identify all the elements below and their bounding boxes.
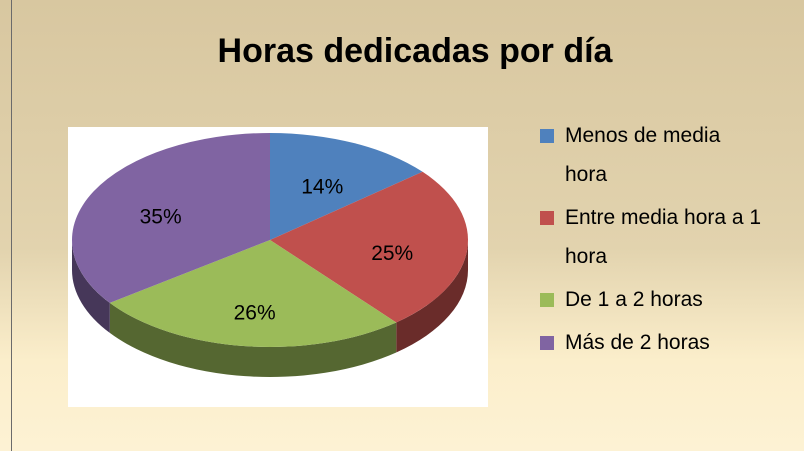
chart-title: Horas dedicadas por día <box>217 32 613 70</box>
data-label: 14% <box>301 176 343 199</box>
slice <box>71 133 270 303</box>
legend-label: Entre media hora a 1 hora <box>565 206 762 268</box>
legend-swatch <box>540 211 554 225</box>
legend-item: De 1 a 2 horas <box>540 280 765 319</box>
legend-label: De 1 a 2 horas <box>565 288 703 311</box>
slice-side <box>109 302 397 378</box>
data-label: 35% <box>140 205 182 228</box>
legend: Menos de media hora Entre media hora a 1 … <box>540 116 765 366</box>
slice <box>270 171 468 323</box>
legend-swatch <box>540 293 554 307</box>
frame-edge <box>11 0 12 451</box>
slice <box>270 133 423 240</box>
data-label: 26% <box>234 301 276 324</box>
legend-item: Más de 2 horas <box>540 323 765 362</box>
legend-item: Entre media hora a 1 hora <box>540 198 765 276</box>
legend-label: Menos de media hora <box>565 124 721 186</box>
slice-side <box>396 240 468 353</box>
data-label: 25% <box>371 242 413 265</box>
slice-side <box>72 240 110 333</box>
legend-swatch <box>540 129 554 143</box>
legend-label: Más de 2 horas <box>565 331 710 354</box>
legend-swatch <box>540 336 554 350</box>
legend-item: Menos de media hora <box>540 116 765 194</box>
slice <box>109 240 397 348</box>
